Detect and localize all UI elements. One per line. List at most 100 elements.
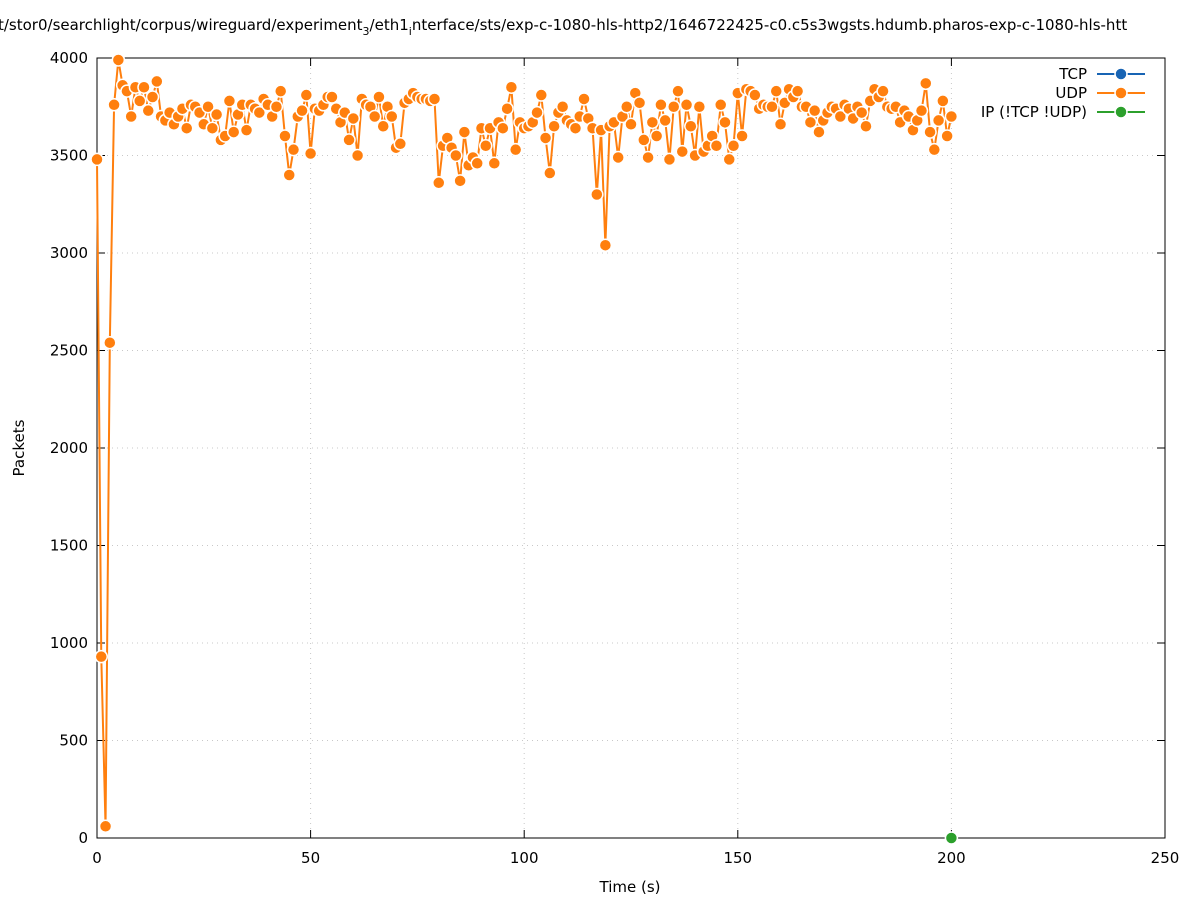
data-point <box>269 100 284 114</box>
data-point <box>722 152 737 167</box>
data-point <box>718 115 732 130</box>
data-point <box>150 74 164 89</box>
y-tick-label: 3500 <box>50 147 88 165</box>
data-point <box>205 121 220 135</box>
data-point <box>479 139 493 153</box>
data-point <box>568 121 583 135</box>
x-tick-label: 250 <box>1151 849 1180 867</box>
data-point <box>940 129 954 143</box>
data-point <box>598 238 613 252</box>
title-part: nterface/sts/exp-c-1080-hls-http2/164672… <box>412 16 1127 34</box>
data-point <box>666 100 681 114</box>
legend-marker <box>1114 67 1128 81</box>
x-tick-label: 200 <box>937 849 966 867</box>
data-point <box>914 103 929 118</box>
data-point <box>726 139 741 153</box>
data-point <box>299 88 314 102</box>
data-point <box>769 84 783 98</box>
data-point <box>807 103 822 118</box>
data-point <box>427 92 442 106</box>
data-point <box>500 101 514 116</box>
data-point <box>675 144 690 159</box>
data-point <box>649 129 664 143</box>
data-point <box>278 129 292 143</box>
data-point <box>812 125 826 139</box>
legend-label: TCP <box>1058 65 1087 83</box>
data-point <box>944 109 959 124</box>
data-point <box>350 148 365 163</box>
data-point <box>273 84 288 98</box>
data-point <box>876 84 890 98</box>
data-point <box>713 98 728 112</box>
data-point <box>209 107 224 122</box>
y-tick-label: 4000 <box>50 49 88 67</box>
data-point <box>90 152 104 167</box>
x-axis-label: Time (s) <box>599 878 661 896</box>
data-point <box>107 98 121 112</box>
x-tick-label: 100 <box>510 849 539 867</box>
data-point <box>530 105 544 120</box>
data-point <box>619 100 634 114</box>
data-point <box>393 137 408 151</box>
x-tick-label: 0 <box>92 849 102 867</box>
y-tick-label: 500 <box>59 732 88 750</box>
data-point <box>372 90 386 104</box>
data-point <box>735 129 749 143</box>
data-point <box>132 94 147 108</box>
data-point <box>303 146 318 161</box>
data-point <box>103 335 117 350</box>
data-point <box>624 117 638 132</box>
y-tick-label: 3000 <box>50 244 88 262</box>
data-point <box>137 80 151 94</box>
data-point <box>325 90 339 104</box>
y-tick-label: 2000 <box>50 439 88 457</box>
data-point <box>453 174 467 188</box>
legend-label: IP (!TCP !UDP) <box>981 103 1087 121</box>
data-point <box>470 156 484 171</box>
data-point <box>671 84 685 98</box>
y-tick-label: 1000 <box>50 634 88 652</box>
data-point <box>124 109 138 124</box>
data-point <box>504 80 519 94</box>
data-point <box>547 119 561 133</box>
data-point <box>226 125 241 139</box>
data-point <box>790 84 805 98</box>
data-point <box>637 133 651 147</box>
data-point <box>145 90 160 104</box>
data-point <box>342 133 356 147</box>
data-point <box>658 113 672 128</box>
data-point <box>295 103 309 118</box>
data-point <box>252 105 267 120</box>
data-point <box>936 94 950 108</box>
data-point <box>854 105 869 120</box>
x-tick-label: 150 <box>723 849 752 867</box>
data-point <box>141 103 156 118</box>
chart-title: t/stor0/searchlight/corpus/wireguard/exp… <box>0 16 1127 38</box>
data-point <box>201 100 215 114</box>
data-point <box>98 819 113 834</box>
data-point <box>692 100 707 114</box>
data-point <box>611 150 625 165</box>
data-point <box>457 125 472 139</box>
data-point <box>555 100 570 114</box>
data-point <box>662 152 677 167</box>
y-axis-label: Packets <box>10 419 28 476</box>
title-part: i <box>409 25 412 38</box>
data-point <box>590 187 604 202</box>
data-point <box>432 176 446 190</box>
data-point <box>632 96 647 110</box>
data-point <box>944 831 959 845</box>
data-point <box>286 142 301 157</box>
data-point <box>367 109 382 124</box>
data-point <box>641 150 655 165</box>
data-point <box>376 119 390 133</box>
data-point <box>239 123 254 137</box>
title-part: /eth1 <box>370 16 409 34</box>
data-point <box>709 139 724 153</box>
data-point <box>931 113 946 128</box>
data-point <box>679 98 694 112</box>
data-point <box>859 119 873 133</box>
data-point <box>179 121 194 135</box>
data-point <box>577 92 591 106</box>
